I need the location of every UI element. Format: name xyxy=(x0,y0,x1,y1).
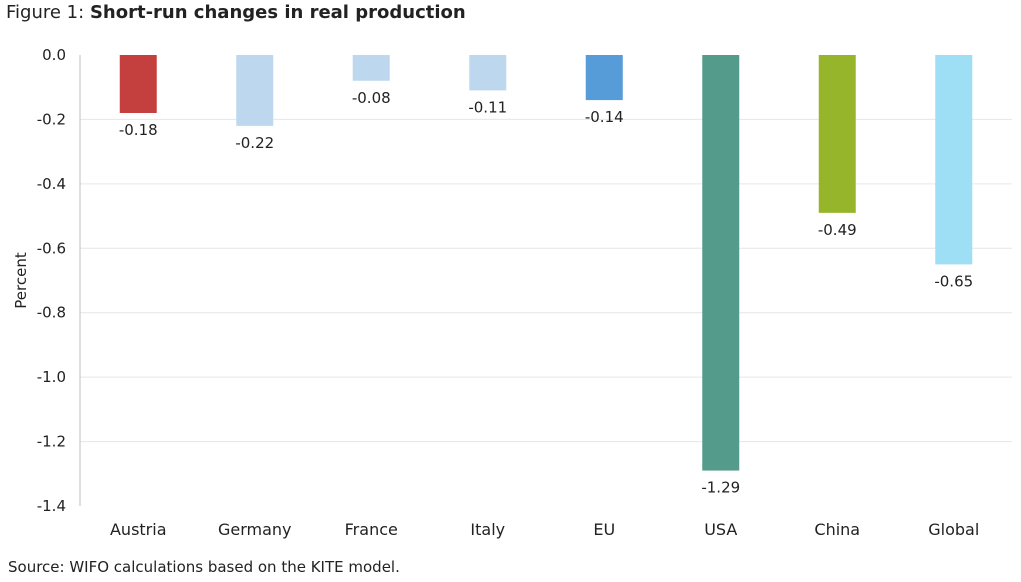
figure-title: Short-run changes in real production xyxy=(89,2,466,23)
bar-germany xyxy=(236,55,274,126)
x-tick-label: Austria xyxy=(110,520,167,539)
y-tick-label: 0.0 xyxy=(42,46,66,64)
data-label: -0.14 xyxy=(585,108,624,126)
figure-label: Figure 1: xyxy=(6,2,85,23)
bar-chart: 0.0 -0.2 -0.4 -0.6 -0.8 -1.0 -1.2 -1.4 Percent -0… xyxy=(12,46,1012,539)
y-tick-label: -0.6 xyxy=(37,239,66,257)
y-tick-label: -0.4 xyxy=(37,175,66,193)
y-tick-label: -1.0 xyxy=(37,368,66,386)
x-tick-label: EU xyxy=(593,520,615,539)
x-tick-label: Germany xyxy=(218,520,292,539)
y-tick-label: -1.2 xyxy=(37,433,66,451)
bar-usa xyxy=(702,55,740,471)
x-tick-label: France xyxy=(345,520,398,539)
data-label: -0.22 xyxy=(235,134,274,152)
data-label: -0.65 xyxy=(934,272,973,290)
data-label: -1.29 xyxy=(701,479,740,497)
x-tick-label: Global xyxy=(928,520,979,539)
x-tick-label: Italy xyxy=(470,520,505,539)
bar-global xyxy=(935,55,973,265)
y-axis-title: Percent xyxy=(12,252,30,309)
y-tick-label: -0.8 xyxy=(37,304,66,322)
data-label: -0.08 xyxy=(352,89,391,107)
x-tick-label: USA xyxy=(704,520,737,539)
bar-eu xyxy=(585,55,623,101)
data-label: -0.11 xyxy=(468,98,507,116)
bar-italy xyxy=(469,55,507,91)
data-label: -0.18 xyxy=(119,121,158,139)
source-note: Source: WIFO calculations based on the K… xyxy=(8,558,400,576)
y-tick-label: -0.2 xyxy=(37,110,66,128)
data-label: -0.49 xyxy=(818,221,857,239)
x-tick-label: China xyxy=(814,520,860,539)
chart-title: Figure 1: Short-run changes in real prod… xyxy=(6,2,466,23)
bar-china xyxy=(818,55,856,213)
bar-austria xyxy=(119,55,157,113)
y-tick-label: -1.4 xyxy=(37,497,66,515)
bar-france xyxy=(352,55,390,81)
